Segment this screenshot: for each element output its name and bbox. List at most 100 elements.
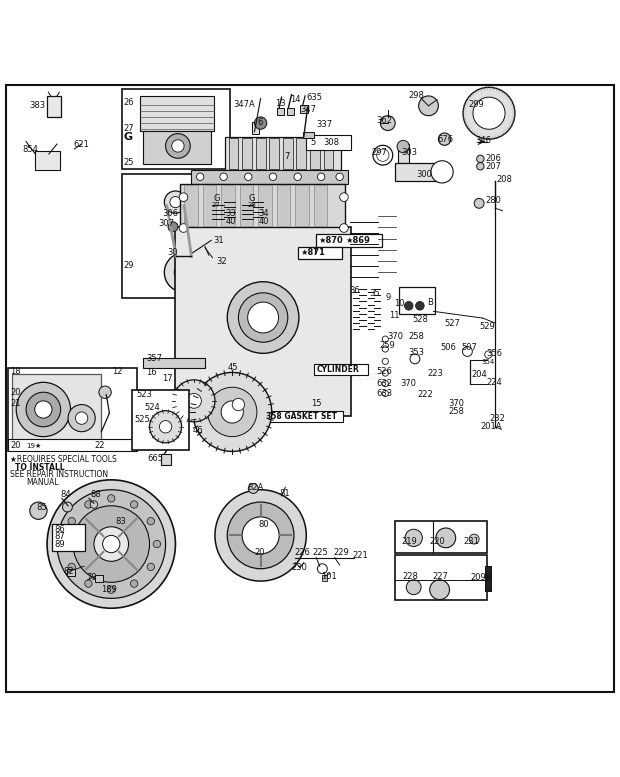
- Text: 232: 232: [489, 413, 505, 423]
- Circle shape: [209, 234, 219, 243]
- Text: 80: 80: [258, 520, 269, 529]
- Text: 206: 206: [485, 155, 501, 163]
- Bar: [35, 152, 60, 170]
- Circle shape: [469, 534, 479, 544]
- Circle shape: [149, 411, 182, 443]
- Text: 34: 34: [258, 209, 269, 218]
- Circle shape: [170, 197, 181, 207]
- Text: CYLINDER: CYLINDER: [316, 365, 359, 374]
- Text: 224: 224: [487, 378, 502, 387]
- Circle shape: [68, 405, 95, 432]
- Text: 529: 529: [479, 322, 495, 331]
- Text: 527: 527: [445, 319, 461, 328]
- Bar: [283, 138, 293, 169]
- Text: 621: 621: [73, 140, 89, 149]
- Text: 20: 20: [254, 549, 265, 557]
- Text: 81: 81: [279, 489, 290, 498]
- Bar: [324, 138, 334, 169]
- Text: 82: 82: [63, 566, 74, 576]
- Text: 307: 307: [158, 218, 174, 228]
- Text: 219: 219: [401, 537, 417, 546]
- Text: 18: 18: [10, 367, 20, 376]
- Text: 306: 306: [162, 209, 178, 218]
- Text: 230: 230: [291, 563, 308, 572]
- Text: 370: 370: [448, 399, 464, 409]
- Text: 22: 22: [94, 441, 105, 451]
- Bar: [397, 144, 409, 162]
- Text: 370: 370: [388, 332, 404, 340]
- Circle shape: [336, 173, 343, 180]
- Text: 26: 26: [123, 98, 134, 106]
- Text: 229: 229: [334, 549, 349, 557]
- Circle shape: [418, 96, 438, 116]
- Bar: [295, 185, 309, 225]
- Text: ★870: ★870: [319, 236, 343, 245]
- Circle shape: [477, 162, 484, 170]
- Text: 35: 35: [370, 289, 380, 298]
- Text: 2098: 2098: [471, 573, 492, 582]
- Circle shape: [340, 224, 348, 232]
- Text: 353: 353: [409, 348, 425, 357]
- Circle shape: [485, 351, 492, 358]
- Text: 11: 11: [389, 311, 399, 320]
- Text: 222: 222: [417, 390, 433, 399]
- Bar: [205, 193, 269, 225]
- Bar: [255, 138, 265, 169]
- Bar: [269, 138, 279, 169]
- Circle shape: [430, 580, 450, 600]
- Text: 297: 297: [372, 148, 388, 157]
- Bar: [395, 162, 442, 181]
- Circle shape: [242, 517, 279, 554]
- Text: 347: 347: [300, 105, 316, 114]
- Text: 226: 226: [294, 549, 310, 557]
- Text: 7: 7: [284, 152, 290, 161]
- Bar: [122, 89, 230, 169]
- Text: 5: 5: [310, 138, 315, 148]
- Text: 27: 27: [123, 124, 134, 133]
- Circle shape: [415, 301, 424, 310]
- Bar: [67, 569, 76, 576]
- Circle shape: [107, 586, 115, 594]
- Text: 85: 85: [36, 503, 46, 512]
- Text: 84: 84: [61, 490, 71, 499]
- Bar: [221, 185, 235, 225]
- Text: 87: 87: [55, 532, 65, 541]
- Circle shape: [130, 580, 138, 587]
- Text: 29: 29: [123, 260, 134, 270]
- Text: 346: 346: [476, 136, 492, 145]
- Text: 45: 45: [228, 363, 238, 372]
- Circle shape: [172, 140, 184, 152]
- Text: 46: 46: [193, 426, 203, 435]
- Text: 17: 17: [162, 374, 172, 383]
- Bar: [225, 137, 341, 170]
- Text: 308: 308: [324, 138, 340, 148]
- Text: 298: 298: [409, 91, 425, 99]
- Text: G: G: [123, 131, 133, 141]
- Circle shape: [244, 173, 252, 180]
- Text: 347A: 347A: [233, 100, 255, 109]
- Circle shape: [382, 346, 388, 352]
- Bar: [306, 135, 351, 150]
- Circle shape: [239, 293, 288, 342]
- Circle shape: [463, 87, 515, 139]
- Circle shape: [317, 564, 327, 573]
- Text: ereplacementparts.com: ereplacementparts.com: [235, 370, 385, 382]
- Text: 204: 204: [472, 371, 487, 379]
- Text: 225: 225: [312, 549, 328, 557]
- Bar: [184, 185, 198, 225]
- Text: 356: 356: [487, 349, 503, 358]
- Bar: [143, 357, 205, 368]
- Circle shape: [382, 390, 388, 396]
- Text: 201A: 201A: [480, 422, 502, 431]
- Bar: [485, 566, 492, 591]
- Text: 358 GASKET SET: 358 GASKET SET: [265, 412, 337, 421]
- Bar: [252, 122, 259, 134]
- Bar: [277, 185, 290, 225]
- Circle shape: [107, 495, 115, 502]
- Text: 16: 16: [146, 368, 156, 377]
- Text: 383: 383: [30, 101, 46, 110]
- Text: 31: 31: [214, 236, 224, 245]
- Text: SEE REPAIR INSTRUCTION: SEE REPAIR INSTRUCTION: [10, 470, 108, 479]
- Text: TO INSTALL: TO INSTALL: [15, 463, 64, 472]
- Circle shape: [294, 173, 301, 180]
